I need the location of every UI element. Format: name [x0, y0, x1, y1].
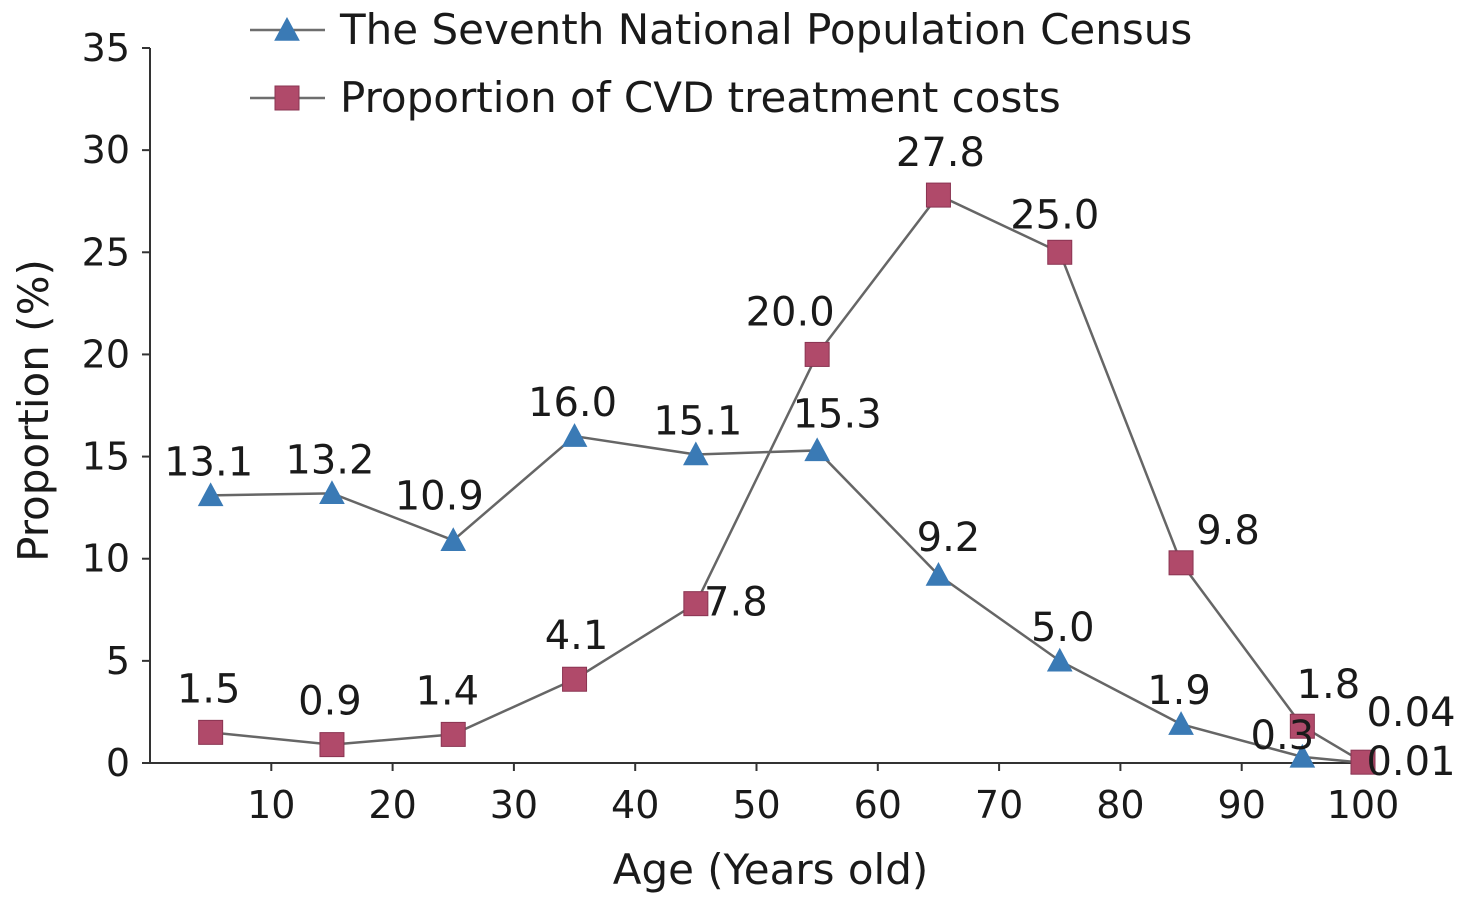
data-point-triangle: [683, 441, 709, 466]
x-tick-label: 10: [247, 783, 295, 827]
data-point-square: [1168, 550, 1194, 576]
legend-marker-square: [274, 85, 300, 111]
data-label: 13.1: [164, 439, 253, 485]
data-point-square: [1047, 239, 1073, 265]
y-tick-label: 10: [82, 537, 130, 581]
series-layer: [197, 182, 1376, 775]
data-label: 15.3: [793, 391, 882, 437]
data-point-triangle: [440, 527, 467, 552]
x-tick-label: 60: [854, 783, 902, 827]
data-label: 10.9: [395, 473, 484, 519]
data-label: 1.9: [1147, 668, 1211, 714]
data-point-square: [562, 666, 588, 692]
data-label: 15.1: [653, 399, 742, 445]
data-point-square: [804, 341, 830, 367]
series-triangle: [197, 423, 1376, 774]
x-tick-label: 100: [1327, 783, 1400, 827]
y-tick-label: 15: [82, 435, 130, 479]
data-label: 9.8: [1196, 508, 1260, 554]
y-tick-label: 35: [82, 26, 130, 70]
data-point-triangle: [197, 482, 224, 507]
data-label: 4.1: [545, 613, 609, 659]
data-point-square: [319, 732, 345, 758]
data-point-triangle: [1168, 711, 1194, 735]
data-point-triangle: [319, 480, 345, 505]
data-label: 20.0: [746, 289, 835, 335]
data-point-triangle: [561, 423, 588, 447]
data-point-square: [683, 591, 709, 617]
y-ticks: 0 5 10 15 20 25 30 35: [82, 26, 150, 785]
data-label: 1.4: [415, 668, 479, 714]
y-tick-label: 0: [106, 741, 130, 785]
axes: 0 5 10 15 20 25 30 35 10 20 30 40 50 60 70 80 90 100: [82, 26, 1400, 827]
x-axis-title: Age (Years old): [613, 845, 929, 894]
legend-label: Proportion of CVD treatment costs: [340, 73, 1061, 122]
data-label: 16.0: [528, 380, 617, 426]
data-label: 25.0: [1010, 192, 1099, 238]
data-label: 0.9: [298, 679, 362, 725]
data-label: 13.2: [285, 437, 374, 483]
legend: The Seventh National Population Census Pr…: [250, 5, 1192, 122]
y-axis-title: Proportion (%): [9, 259, 58, 562]
data-label: 0.04: [1366, 690, 1455, 736]
x-tick-label: 50: [732, 783, 780, 827]
legend-label: The Seventh National Population Census: [339, 5, 1192, 54]
y-tick-label: 30: [82, 128, 130, 172]
x-tick-label: 80: [1096, 783, 1144, 827]
data-label: 1.8: [1297, 662, 1361, 708]
legend-marker-triangle: [274, 16, 300, 41]
x-tick-label: 90: [1218, 783, 1266, 827]
data-point-triangle: [1046, 647, 1073, 672]
data-point-triangle: [925, 562, 952, 586]
x-tick-label: 70: [975, 783, 1023, 827]
y-tick-label: 20: [82, 332, 130, 376]
x-tick-label: 20: [368, 783, 416, 827]
legend-item: The Seventh National Population Census: [250, 5, 1192, 54]
y-tick-label: 5: [106, 639, 130, 683]
data-point-square: [1350, 749, 1376, 775]
data-label: 9.2: [917, 515, 981, 561]
data-labels: 13.1 13.2 10.9 16.0 15.1 15.3 9.2 5.0 1.9 0.3 0.01…: [164, 130, 1455, 785]
data-label: 0.01: [1366, 739, 1455, 785]
data-point-square: [440, 721, 466, 747]
legend-item: Proportion of CVD treatment costs: [250, 73, 1061, 122]
data-label: 1.5: [177, 666, 241, 712]
data-label: 27.8: [896, 130, 985, 176]
data-point-square: [198, 719, 224, 745]
y-tick-label: 25: [82, 230, 130, 274]
data-label: 7.8: [704, 580, 768, 626]
data-point-square: [925, 182, 951, 208]
data-point-triangle: [804, 437, 830, 462]
data-point-square: [1289, 713, 1315, 739]
series-square: [198, 182, 1376, 775]
x-tick-label: 40: [611, 783, 659, 827]
x-ticks: 10 20 30 40 50 60 70 80 90 100: [247, 763, 1399, 827]
data-label: 0.3: [1251, 713, 1315, 759]
data-label: 5.0: [1031, 605, 1095, 651]
data-point-triangle: [1289, 743, 1316, 768]
x-tick-label: 30: [490, 783, 538, 827]
